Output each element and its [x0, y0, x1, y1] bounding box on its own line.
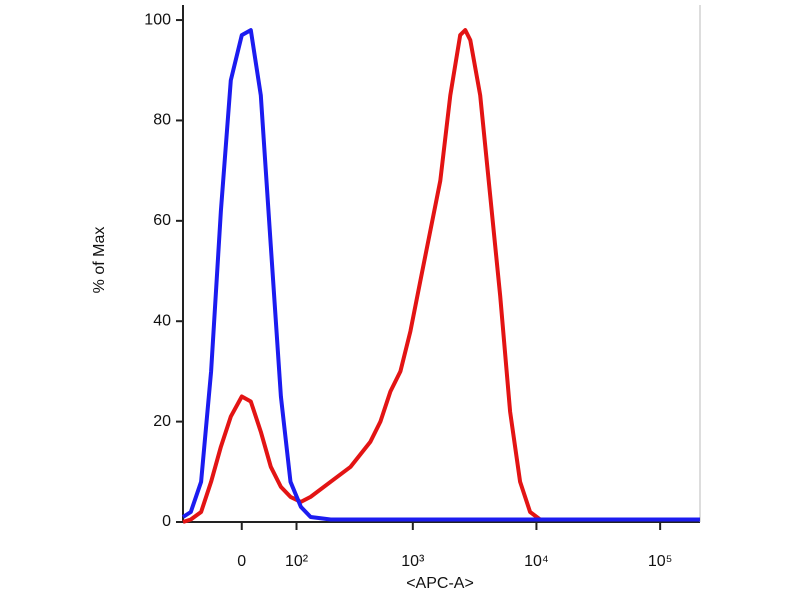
- x-tick-label: 10⁵: [648, 553, 672, 570]
- x-tick-label: 10⁴: [524, 553, 549, 570]
- y-tick-label: 60: [153, 212, 171, 229]
- y-tick-label: 40: [153, 312, 171, 329]
- series-line: [181, 28, 700, 522]
- y-tick-label: 20: [153, 413, 171, 430]
- series-line: [182, 28, 700, 524]
- y-tick-label: 0: [162, 513, 171, 530]
- x-tick-label: 10³: [401, 553, 425, 570]
- y-axis-label: % of Max: [91, 227, 108, 294]
- x-tick-label: 10²: [285, 553, 309, 570]
- y-tick-label: 80: [153, 112, 171, 129]
- y-tick-label: 100: [144, 11, 171, 28]
- x-axis-label: <APC-A>: [406, 575, 474, 592]
- x-tick-label: 0: [237, 553, 246, 570]
